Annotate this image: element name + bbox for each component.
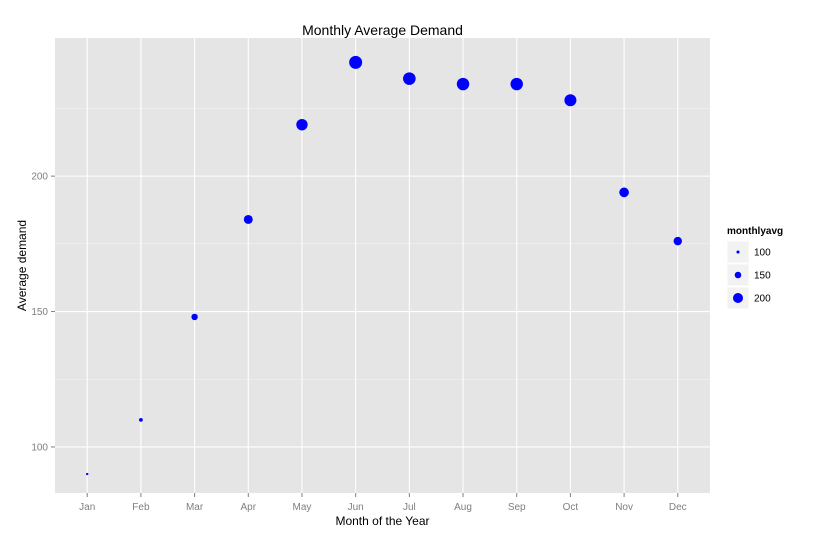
data-point-dec bbox=[673, 236, 682, 246]
data-point-jul bbox=[403, 72, 416, 85]
x-tick-label: May bbox=[293, 502, 312, 513]
legend: monthlyavg 100 150 200 bbox=[726, 226, 783, 310]
data-point-jun bbox=[349, 55, 363, 69]
x-tick-label: Mar bbox=[186, 502, 204, 513]
legend-label: 100 bbox=[754, 248, 771, 259]
x-tick-label: Nov bbox=[615, 502, 633, 513]
x-axis-title: Month of the Year bbox=[335, 514, 429, 528]
data-point-jan bbox=[86, 472, 89, 476]
x-tick-label: Dec bbox=[669, 502, 687, 513]
chart-title: Monthly Average Demand bbox=[302, 22, 463, 38]
x-tick-label: Feb bbox=[132, 502, 150, 513]
y-tick-label: 150 bbox=[31, 307, 48, 318]
x-tick-label: Oct bbox=[563, 502, 579, 513]
legend-title: monthlyavg bbox=[727, 226, 783, 237]
data-point-sep bbox=[510, 77, 523, 91]
x-tick-label: Jul bbox=[403, 502, 416, 513]
legend-symbol bbox=[734, 271, 742, 279]
grid bbox=[55, 38, 710, 493]
data-point-may bbox=[296, 118, 308, 131]
data-point-mar bbox=[191, 313, 198, 321]
x-axis-ticks: Jan Feb Mar Apr May Jun Jul Aug Sep Oct Nov Dec bbox=[79, 493, 687, 513]
y-tick-label: 100 bbox=[31, 442, 48, 453]
y-axis-title: Average demand bbox=[15, 220, 29, 311]
x-tick-label: Sep bbox=[508, 502, 526, 513]
x-tick-label: Aug bbox=[454, 502, 472, 513]
data-point-feb bbox=[139, 417, 143, 422]
legend-symbol bbox=[732, 292, 744, 304]
x-tick-label: Jan bbox=[79, 502, 95, 513]
x-tick-label: Jun bbox=[348, 502, 364, 513]
legend-label: 150 bbox=[754, 271, 771, 282]
data-point-oct bbox=[564, 94, 577, 107]
y-axis-ticks: 100 150 200 bbox=[31, 172, 55, 453]
data-points bbox=[86, 55, 682, 476]
data-point-nov bbox=[619, 187, 629, 198]
data-point-aug bbox=[456, 77, 470, 91]
legend-symbol bbox=[736, 250, 740, 254]
plot-panel bbox=[55, 38, 710, 493]
y-tick-label: 200 bbox=[31, 172, 48, 183]
data-point-apr bbox=[243, 214, 253, 224]
legend-label: 200 bbox=[754, 294, 771, 305]
x-tick-label: Apr bbox=[240, 502, 256, 513]
